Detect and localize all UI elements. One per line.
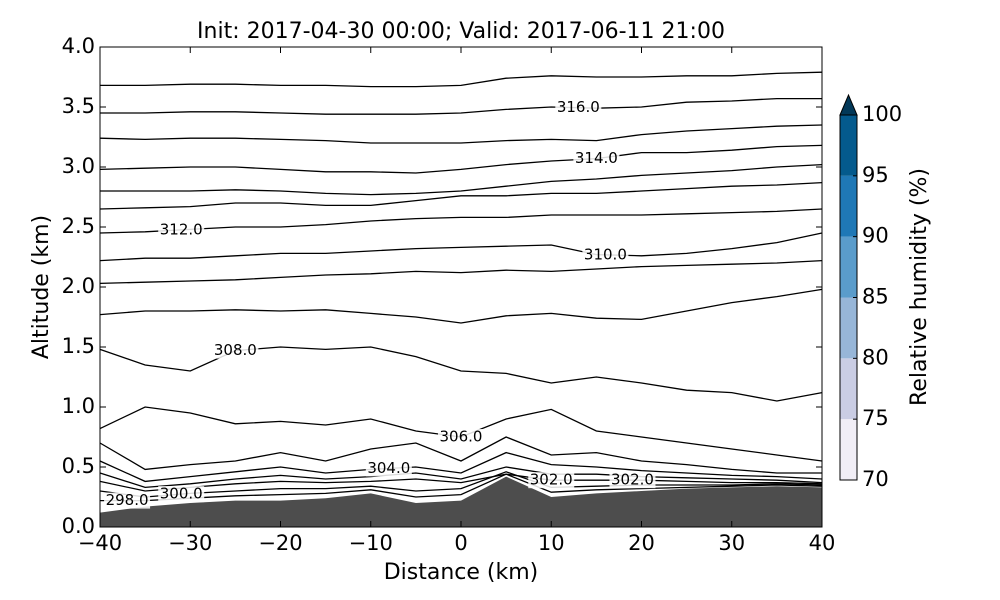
contour-line — [99, 124, 823, 144]
colorbar-tick-label: 70 — [862, 467, 889, 491]
contour-label-bg — [609, 472, 656, 489]
x-tick-label: 10 — [538, 531, 565, 555]
y-tick-label: 2.5 — [62, 214, 95, 238]
colorbar-bin — [840, 175, 857, 237]
contour-label-bg — [528, 472, 575, 489]
x-tick-label: 40 — [809, 531, 836, 555]
contour-label-bg — [212, 342, 259, 359]
contour-line — [99, 181, 823, 210]
contour-label: 302.0 — [611, 471, 654, 489]
colorbar-bin — [840, 297, 857, 359]
contour-label: 316.0 — [557, 98, 600, 116]
contour-line — [99, 346, 823, 402]
colorbar-extend — [839, 93, 858, 116]
x-tick-label: −20 — [258, 531, 302, 555]
plot-frame — [99, 46, 823, 528]
contour-line — [99, 144, 823, 174]
contour-line — [100, 163, 823, 196]
x-tick-label: 30 — [718, 531, 745, 555]
colorbar-bin — [840, 236, 857, 298]
contour-line — [100, 97, 822, 115]
y-axis-label: Altitude (km) — [29, 215, 54, 359]
contour-label: 308.0 — [214, 341, 257, 359]
y-tick-label: 0.0 — [62, 514, 95, 538]
colorbar-tick-label: 90 — [862, 224, 889, 248]
colorbar-tick-label: 85 — [862, 285, 889, 309]
x-axis-label: Distance (km) — [384, 560, 539, 585]
contour-label: 310.0 — [584, 245, 627, 263]
contour-label-bg — [573, 150, 620, 167]
contour-line — [99, 451, 823, 483]
contour-label: 298.0 — [106, 491, 149, 509]
y-tick-label: 2.0 — [62, 274, 95, 298]
x-tick-label: −10 — [349, 531, 393, 555]
contour-line — [100, 473, 823, 502]
y-tick-label: 3.5 — [62, 94, 95, 118]
contour-line — [99, 436, 822, 474]
colorbar-bin — [840, 115, 857, 176]
colorbar-bin — [840, 358, 857, 420]
contour-label: 312.0 — [160, 220, 203, 238]
colorbar-tick-label: 75 — [862, 406, 889, 430]
y-tick-label: 1.0 — [62, 394, 95, 418]
contour-line — [99, 471, 823, 498]
contour-line — [99, 473, 823, 492]
x-tick-label: 0 — [454, 531, 467, 555]
x-tick-label: −40 — [78, 531, 122, 555]
contour-label: 304.0 — [367, 459, 410, 477]
contour-line — [99, 288, 823, 324]
contour-label-bg — [158, 221, 205, 238]
x-tick-label: −30 — [168, 531, 212, 555]
contour-line — [99, 466, 823, 489]
terrain — [100, 476, 822, 527]
contour-label-bg — [555, 99, 602, 116]
contour-label-bg — [438, 429, 484, 445]
y-tick-label: 1.5 — [62, 334, 95, 358]
contour-label-bg — [158, 486, 205, 503]
y-tick-label: 0.5 — [62, 454, 95, 478]
contour-label: 300.0 — [160, 485, 203, 503]
colorbar-tick-label: 95 — [862, 163, 889, 187]
colorbar-bin — [840, 419, 857, 480]
y-tick-label: 3.0 — [62, 154, 95, 178]
contour-label: 314.0 — [575, 149, 618, 167]
y-tick-label: 4.0 — [62, 34, 95, 58]
contour-line — [99, 259, 823, 285]
contour-line — [100, 71, 823, 88]
contour-label-bg — [104, 492, 151, 509]
chart-title: Init: 2017-04-30 00:00; Valid: 2017-06-1… — [197, 19, 725, 44]
colorbar-tick-label: 100 — [862, 102, 902, 126]
contour-label-bg — [582, 246, 629, 263]
colorbar-tick-label: 80 — [862, 345, 889, 369]
colorbar-label: Relative humidity (%) — [907, 168, 932, 406]
contour-line — [99, 232, 823, 262]
contour-label: 306.0 — [440, 428, 483, 446]
contour-label: 302.0 — [530, 471, 573, 489]
contour-label-bg — [365, 460, 412, 477]
x-tick-label: 20 — [628, 531, 655, 555]
contour-line — [99, 208, 823, 234]
